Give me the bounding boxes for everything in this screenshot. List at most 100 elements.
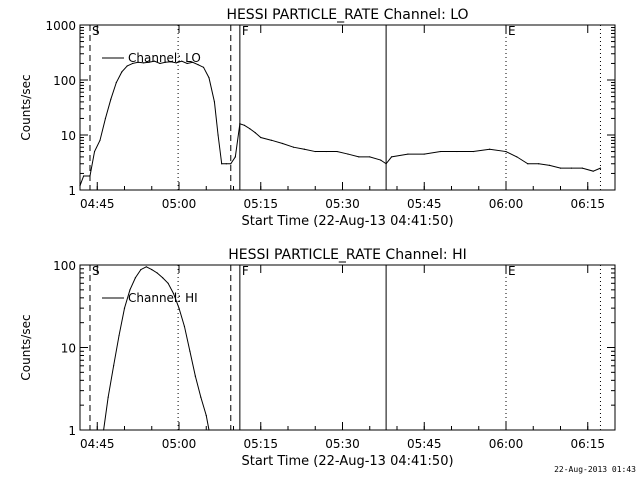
- chart1-data-point: [271, 139, 273, 141]
- chart1-data-point: [79, 185, 81, 187]
- chart1-marker-label-F: F: [242, 24, 249, 38]
- chart2-y-axis-label: Counts/sec: [19, 314, 33, 380]
- chart1-data-point: [380, 159, 382, 161]
- chart2-marker-label-F: F: [242, 264, 249, 278]
- chart2-x-tick-label-5: 06:00: [489, 437, 524, 451]
- chart1-x-tick-label-1: 05:00: [162, 197, 197, 211]
- chart1-data-point: [243, 124, 246, 126]
- chart2-y-tick-label-0: 1: [68, 424, 76, 438]
- chart1-data-point: [347, 153, 349, 155]
- chart1-data-point: [538, 163, 540, 165]
- chart1-x-tick-label-6: 06:15: [570, 197, 605, 211]
- chart2-data-point: [140, 268, 142, 271]
- chart2-marker-label-E: E: [508, 264, 516, 278]
- chart1-y-tick-label-3: 1000: [45, 19, 76, 33]
- chart2-data-point: [156, 272, 158, 274]
- chart1-marker-label-S: S: [92, 24, 100, 38]
- chart1-y-axis-label: Counts/sec: [19, 74, 33, 140]
- chart1-data-point: [314, 150, 316, 153]
- chart1-data-point: [217, 134, 219, 136]
- chart1-data-point: [126, 65, 128, 67]
- chart2-data-point: [183, 325, 186, 328]
- chart1-title: HESSI PARTICLE_RATE Channel: LO: [226, 7, 468, 23]
- chart1-data-point: [516, 156, 518, 158]
- chart1-data-point: [142, 62, 145, 64]
- chart1-data-point: [369, 156, 371, 158]
- chart1-y-tick-label-1: 10: [61, 129, 76, 143]
- chart1-data-point: [181, 60, 183, 62]
- chart2-data-point: [107, 396, 109, 398]
- chart2-data-point: [145, 266, 147, 268]
- chart2-x-tick-label-4: 05:45: [407, 437, 442, 451]
- chart1-data-point: [581, 167, 583, 169]
- chart2-data-point: [189, 350, 191, 352]
- chart1-data-point: [234, 156, 236, 158]
- chart2-data-point: [178, 307, 180, 309]
- chart2-data-point: [118, 334, 120, 337]
- chart2-data-point: [172, 293, 175, 295]
- chart1-plot-frame: [79, 24, 616, 191]
- chart1-y-tick-label-0: 1: [68, 184, 76, 198]
- chart1-x-tick-label-3: 05:30: [325, 197, 360, 211]
- chart2-legend-label: Channel: HI: [128, 291, 198, 305]
- chart1-data-point: [175, 62, 177, 64]
- chart2-data-point: [208, 429, 210, 431]
- chart1-data-point: [456, 150, 458, 153]
- chart1-data-point: [89, 175, 91, 177]
- chart2-x-tick-label-6: 06:15: [570, 437, 605, 451]
- chart1-data-point: [170, 61, 172, 63]
- chart1-data-point: [148, 61, 150, 63]
- chart1-data-point: [390, 156, 393, 158]
- chart2-data-point: [200, 396, 202, 398]
- chart2-title: HESSI PARTICLE_RATE Channel: HI: [228, 247, 466, 263]
- chart2-data-point: [103, 429, 105, 431]
- chart1-x-axis-label: Start Time (22-Aug-13 04:41:50): [241, 214, 453, 229]
- chart1-data-point: [260, 136, 262, 139]
- chart1-data-point: [115, 81, 117, 84]
- chart1-data-point: [221, 163, 223, 165]
- chart1-data-point: [407, 153, 409, 155]
- chart1-data-point: [489, 148, 491, 150]
- chart2-y-tick-label-1: 10: [61, 342, 76, 356]
- chart1-data-point: [197, 64, 199, 66]
- chart1-data-point: [336, 150, 338, 153]
- chart1-data-point: [208, 77, 210, 79]
- chart2-data-point: [167, 282, 169, 284]
- chart1-data-point: [202, 66, 205, 68]
- chart1-data-point: [132, 62, 134, 65]
- chart1-data-point: [230, 163, 232, 165]
- chart1-data-point: [423, 153, 425, 155]
- chart2-data-point: [123, 307, 126, 309]
- chart1-data-point: [549, 164, 551, 167]
- chart1-legend-label: Channel: LO: [128, 51, 201, 65]
- chart1-data-point: [121, 71, 123, 73]
- chart1-data-point: [599, 167, 602, 169]
- chart1-data-point: [99, 139, 101, 141]
- chart1-data-point: [213, 101, 216, 103]
- chart2-data-point: [205, 414, 207, 417]
- chart2-data-point: [194, 375, 196, 377]
- chart1-data-point: [527, 163, 529, 165]
- chart1-data-point: [303, 148, 305, 150]
- chart2-x-axis-label: Start Time (22-Aug-13 04:41:50): [241, 454, 453, 469]
- chart1-data-point: [249, 128, 251, 130]
- chart1-data-point: [254, 132, 256, 134]
- chart1-x-tick-label-2: 05:15: [243, 197, 278, 211]
- chart1-data-point: [186, 62, 188, 65]
- chart2-x-tick-label-3: 05:30: [325, 437, 360, 451]
- chart1-data-point: [93, 150, 96, 153]
- chart1-data-point: [358, 156, 360, 158]
- chart1-data-point: [110, 98, 112, 100]
- chart1-data-point: [137, 61, 139, 63]
- chart1-data-point: [153, 60, 156, 62]
- chart2-data-point: [134, 277, 137, 279]
- chart1-data-point: [505, 150, 507, 153]
- chart1-data-point: [292, 146, 295, 148]
- chart1-data-point: [559, 167, 562, 169]
- chart1-x-tick-label-4: 05:45: [407, 197, 442, 211]
- chart1-data-point: [472, 150, 474, 153]
- chart1-x-tick-label-0: 04:45: [80, 197, 115, 211]
- chart1-marker-label-E: E: [508, 24, 516, 38]
